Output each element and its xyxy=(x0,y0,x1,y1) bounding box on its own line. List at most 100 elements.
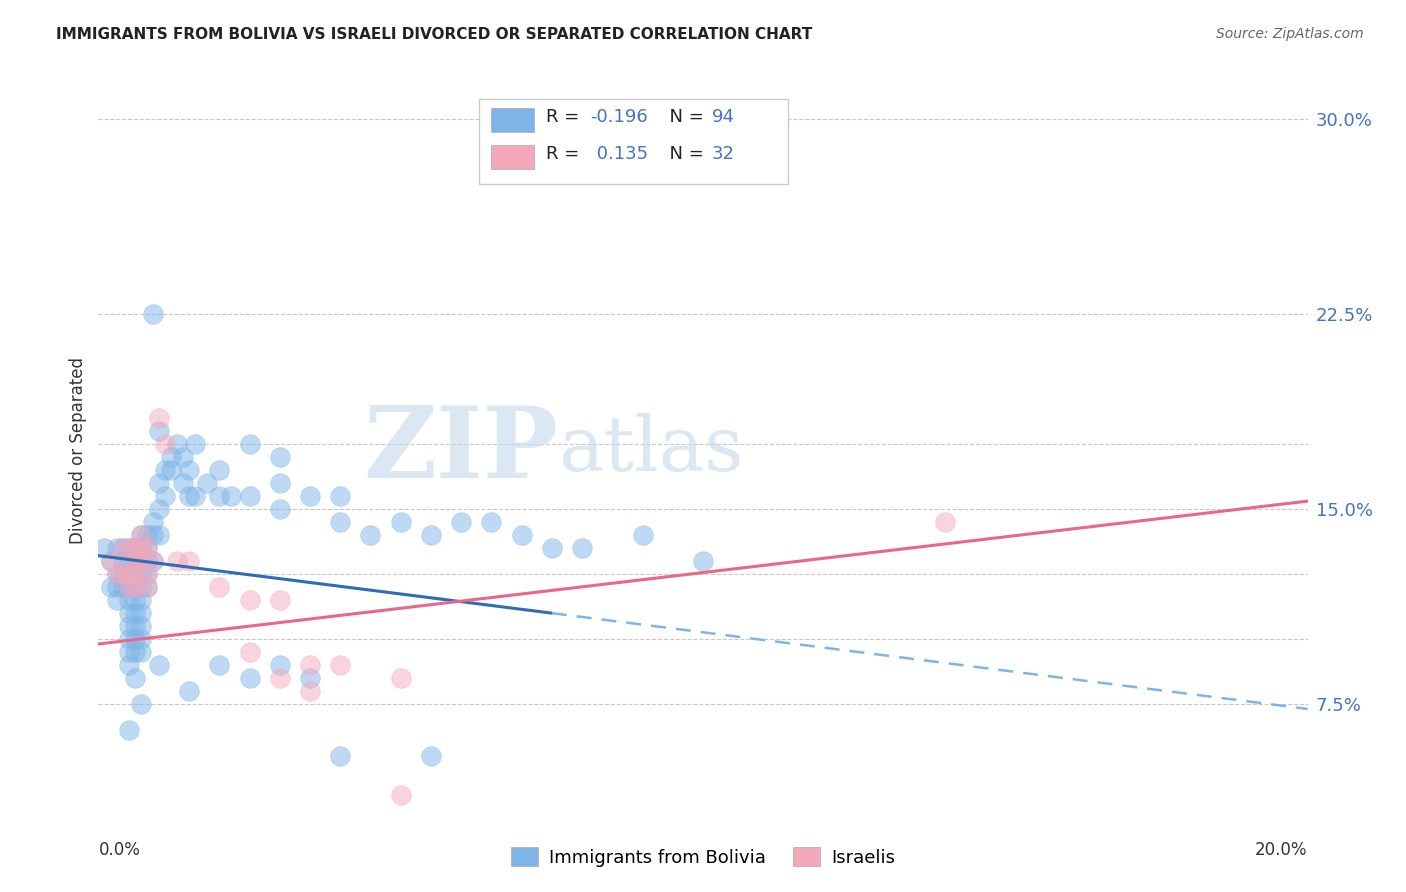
Point xyxy=(118,592,141,607)
Point xyxy=(129,606,152,620)
Point xyxy=(360,528,382,542)
Point xyxy=(111,541,134,555)
Point xyxy=(118,723,141,737)
Point xyxy=(148,411,170,425)
Point xyxy=(135,580,157,594)
Point xyxy=(118,541,141,555)
Point xyxy=(148,424,170,438)
Text: 20.0%: 20.0% xyxy=(1256,841,1308,859)
Point xyxy=(148,475,170,490)
Point xyxy=(124,566,146,581)
Point xyxy=(142,307,165,321)
Point xyxy=(148,528,170,542)
Text: 94: 94 xyxy=(711,108,734,127)
Point xyxy=(118,541,141,555)
Point xyxy=(269,592,291,607)
Point xyxy=(124,554,146,568)
Text: IMMIGRANTS FROM BOLIVIA VS ISRAELI DIVORCED OR SEPARATED CORRELATION CHART: IMMIGRANTS FROM BOLIVIA VS ISRAELI DIVOR… xyxy=(56,27,813,42)
Point xyxy=(129,528,152,542)
Point xyxy=(179,554,201,568)
Text: ZIP: ZIP xyxy=(363,402,558,499)
Point xyxy=(124,541,146,555)
Text: N =: N = xyxy=(658,145,710,163)
Point xyxy=(153,489,176,503)
Point xyxy=(105,566,128,581)
Point xyxy=(172,450,194,464)
Point xyxy=(124,645,146,659)
Point xyxy=(124,619,146,633)
Point xyxy=(208,463,231,477)
Bar xyxy=(492,145,534,169)
Text: R =: R = xyxy=(546,145,585,163)
Point xyxy=(269,671,291,685)
Point xyxy=(179,489,201,503)
Text: -0.196: -0.196 xyxy=(591,108,648,127)
Bar xyxy=(492,109,534,132)
Point xyxy=(631,528,654,542)
Point xyxy=(111,566,134,581)
Point xyxy=(129,554,152,568)
Point xyxy=(329,515,352,529)
Point xyxy=(124,592,146,607)
Point xyxy=(124,580,146,594)
Point xyxy=(135,541,157,555)
Point xyxy=(299,683,322,698)
Point xyxy=(124,554,146,568)
Point xyxy=(111,541,134,555)
Point xyxy=(184,489,207,503)
Point xyxy=(142,554,165,568)
Point xyxy=(269,657,291,672)
Point xyxy=(100,580,122,594)
Point xyxy=(129,645,152,659)
Text: N =: N = xyxy=(658,108,710,127)
Point xyxy=(221,489,243,503)
Point xyxy=(142,528,165,542)
Point xyxy=(389,671,412,685)
Point xyxy=(148,657,170,672)
Text: R =: R = xyxy=(546,108,585,127)
Point xyxy=(172,475,194,490)
Point xyxy=(118,645,141,659)
Point xyxy=(129,632,152,646)
Point xyxy=(142,554,165,568)
Point xyxy=(105,580,128,594)
Point xyxy=(129,697,152,711)
Text: Source: ZipAtlas.com: Source: ZipAtlas.com xyxy=(1216,27,1364,41)
Point xyxy=(129,541,152,555)
Point xyxy=(208,657,231,672)
Point xyxy=(118,566,141,581)
Point xyxy=(135,554,157,568)
Point xyxy=(118,657,141,672)
Point xyxy=(208,489,231,503)
Point xyxy=(389,788,412,802)
Point xyxy=(111,580,134,594)
Point xyxy=(184,437,207,451)
Point xyxy=(179,683,201,698)
Point xyxy=(420,528,443,542)
Point xyxy=(135,541,157,555)
Point xyxy=(329,657,352,672)
Point xyxy=(153,437,176,451)
Point xyxy=(135,566,157,581)
Point xyxy=(118,619,141,633)
Point xyxy=(450,515,472,529)
Point xyxy=(329,748,352,763)
Point xyxy=(269,502,291,516)
Text: 0.0%: 0.0% xyxy=(98,841,141,859)
Point xyxy=(142,515,165,529)
Point xyxy=(160,463,183,477)
Point xyxy=(118,632,141,646)
Point xyxy=(124,632,146,646)
Point xyxy=(129,541,152,555)
Point xyxy=(118,554,141,568)
Point xyxy=(195,475,218,490)
Point xyxy=(420,748,443,763)
Point xyxy=(124,671,146,685)
Point xyxy=(129,619,152,633)
Point xyxy=(105,566,128,581)
Point xyxy=(148,502,170,516)
Point xyxy=(100,554,122,568)
Point xyxy=(100,554,122,568)
Point xyxy=(166,554,188,568)
Point xyxy=(135,580,157,594)
